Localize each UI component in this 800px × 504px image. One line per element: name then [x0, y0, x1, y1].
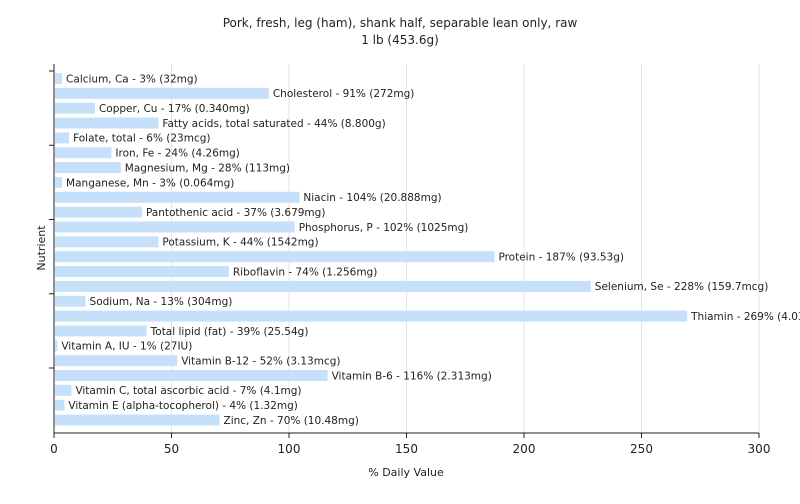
chart-subtitle: 1 lb (453.6g) [361, 33, 439, 47]
bar-data-label: Folate, total - 6% (23mcg) [73, 133, 210, 145]
bar [55, 266, 229, 278]
bar [55, 355, 178, 367]
bar [55, 251, 495, 263]
bar [55, 370, 328, 381]
bar [55, 117, 159, 129]
bar [55, 325, 147, 337]
bar-data-label: Niacin - 104% (20.888mg) [303, 192, 441, 204]
bar-data-label: Pantothenic acid - 37% (3.679mg) [146, 207, 325, 219]
bar [55, 102, 95, 114]
bar-data-label: Vitamin A, IU - 1% (27IU) [61, 341, 192, 353]
bar [55, 73, 63, 84]
bar [55, 414, 220, 426]
bar [55, 384, 72, 396]
bar [55, 206, 142, 218]
bar-data-label: Vitamin E (alpha-tocopherol) - 4% (1.32m… [68, 400, 298, 412]
bar [55, 280, 591, 292]
x-tick-label: 0 [50, 442, 58, 456]
chart-title: Pork, fresh, leg (ham), shank half, sepa… [223, 16, 578, 30]
bar [55, 147, 112, 159]
y-axis-label: Nutrient [35, 225, 48, 271]
bar-data-label: Calcium, Ca - 3% (32mg) [66, 73, 198, 85]
bar-data-label: Manganese, Mn - 3% (0.064mg) [66, 177, 234, 189]
x-axis-label: % Daily Value [368, 466, 444, 479]
bar [55, 399, 65, 411]
bar-data-label: Thiamin - 269% (4.037mg) [690, 311, 800, 323]
bar-data-label: Copper, Cu - 17% (0.340mg) [99, 103, 250, 115]
bar-data-label: Phosphorus, P - 102% (1025mg) [299, 222, 469, 234]
bar-data-label: Iron, Fe - 24% (4.26mg) [115, 148, 239, 160]
bar-data-label: Cholesterol - 91% (272mg) [273, 88, 415, 100]
bar [55, 310, 688, 322]
bar-data-label: Riboflavin - 74% (1.256mg) [233, 266, 377, 278]
bar [55, 87, 269, 99]
bar-data-label: Sodium, Na - 13% (304mg) [90, 296, 233, 308]
bar-data-label: Magnesium, Mg - 28% (113mg) [125, 162, 290, 174]
x-tick-label: 150 [395, 442, 418, 456]
bar [55, 176, 63, 188]
x-tick-label: 200 [513, 442, 536, 456]
bar-data-label: Vitamin B-12 - 52% (3.13mcg) [181, 355, 340, 367]
bar-labels: Calcium, Ca - 3% (32mg) Cholesterol - 91%… [61, 73, 800, 427]
bar [55, 191, 300, 203]
bar-data-label: Vitamin B-6 - 116% (2.313mg) [332, 370, 492, 382]
bar [55, 236, 159, 248]
bar [55, 295, 86, 307]
bar [55, 132, 70, 144]
bar-data-label: Vitamin C, total ascorbic acid - 7% (4.1… [75, 385, 301, 397]
bar-data-label: Potassium, K - 44% (1542mg) [162, 237, 318, 249]
x-tick-label: 250 [630, 442, 653, 456]
x-tick-label: 300 [748, 442, 771, 456]
bar [55, 340, 58, 352]
bar [55, 162, 121, 174]
bar-data-label: Total lipid (fat) - 39% (25.54g) [150, 326, 309, 338]
bar-data-label: Fatty acids, total saturated - 44% (8.80… [162, 118, 385, 130]
x-tick-label: 100 [278, 442, 301, 456]
x-tick-label: 50 [164, 442, 179, 456]
bars [55, 73, 688, 426]
bar-data-label: Protein - 187% (93.53g) [498, 252, 624, 264]
bar-data-label: Selenium, Se - 228% (159.7mcg) [595, 281, 769, 293]
bar [55, 221, 295, 233]
axes: 0 50 100 150 200 250 300 [49, 64, 770, 456]
bar-data-label: Zinc, Zn - 70% (10.48mg) [224, 415, 359, 427]
